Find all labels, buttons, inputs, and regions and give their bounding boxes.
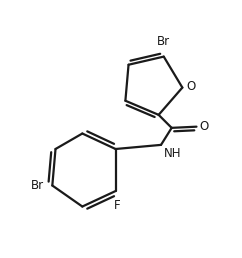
Text: F: F bbox=[113, 199, 120, 212]
Text: Br: Br bbox=[157, 35, 170, 48]
Text: O: O bbox=[199, 120, 209, 133]
Text: O: O bbox=[186, 80, 195, 93]
Text: Br: Br bbox=[31, 179, 44, 192]
Text: NH: NH bbox=[164, 147, 181, 160]
